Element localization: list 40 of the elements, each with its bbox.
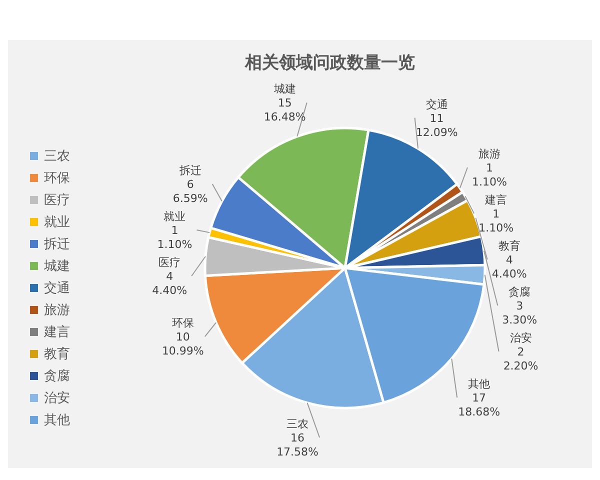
legend-label: 城建 xyxy=(43,259,70,274)
legend-label: 旅游 xyxy=(44,303,70,318)
slice-label: 环保 xyxy=(172,316,194,330)
slice-label: 就业 xyxy=(164,210,186,224)
legend-label: 三农 xyxy=(44,149,70,164)
slice-label: 拆迁 xyxy=(178,164,202,178)
slice-label: 贪腐 xyxy=(508,286,531,299)
slice-label: 其他 xyxy=(468,378,490,391)
data-label: 10 10.99% xyxy=(162,330,204,358)
slice-label: 教育 xyxy=(498,240,520,253)
legend-label: 交通 xyxy=(44,280,70,296)
legend-label: 拆迁 xyxy=(43,237,70,252)
data-label: 15 16.48% xyxy=(264,96,306,124)
data-label: 17 18.68% xyxy=(458,392,500,419)
legend-label: 就业 xyxy=(44,215,70,230)
slice-label: 医疗 xyxy=(158,256,181,270)
legend-label: 教育 xyxy=(44,346,70,362)
slice-label: 交通 xyxy=(426,98,448,111)
data-label: 1 1.10% xyxy=(157,224,192,252)
data-label: 6 6.59% xyxy=(172,178,208,206)
data-label: 4 4.40% xyxy=(492,254,527,281)
data-label: 1 1.10% xyxy=(478,208,514,235)
data-label: 2 2.20% xyxy=(503,346,538,373)
chart-title: 相关领域问政数量一览 xyxy=(244,53,415,73)
legend-label: 治安 xyxy=(44,390,70,406)
legend-label: 建言 xyxy=(43,324,70,340)
data-label: 16 17.58% xyxy=(276,431,319,458)
data-label: 4 4.40% xyxy=(152,270,188,298)
slice-label: 旅游 xyxy=(478,148,500,161)
legend-label: 贪腐 xyxy=(44,369,70,384)
slice-label: 三农 xyxy=(286,417,309,430)
slice-label: 治安 xyxy=(510,332,532,345)
legend-label: 医疗 xyxy=(44,193,70,208)
slice-label: 建言 xyxy=(484,194,508,207)
slice-label: 城建 xyxy=(272,82,296,96)
legend-label: 环保 xyxy=(44,171,70,186)
data-label: 1 1.10% xyxy=(472,162,507,189)
legend-label: 其他 xyxy=(44,413,70,428)
data-label: 3 3.30% xyxy=(502,300,538,327)
data-label: 11 12.09% xyxy=(416,112,458,139)
